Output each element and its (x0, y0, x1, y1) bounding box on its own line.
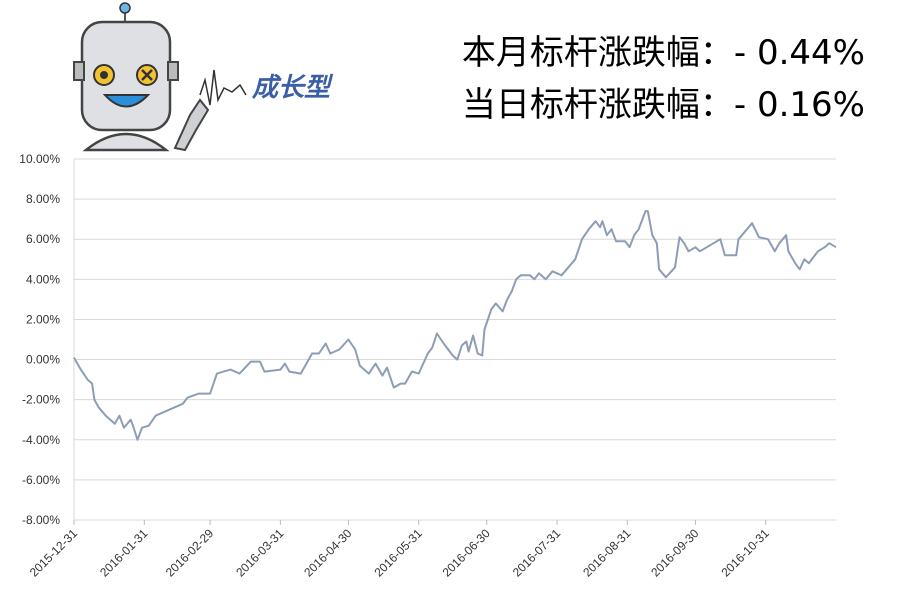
annotation: 本月标杆涨跌幅：- 0.44% (462, 33, 865, 73)
x-tick-label: 2016-05-31 (372, 526, 426, 580)
x-tick-label: 2016-02-29 (163, 526, 217, 580)
x-tick-label: 2016-10-31 (719, 526, 773, 580)
y-tick-label: -6.00% (22, 473, 60, 487)
logo: 成长型 (251, 72, 334, 102)
y-tick-label: 10.00% (19, 152, 60, 166)
x-tick-label: 2016-06-30 (440, 526, 494, 580)
x-tick-label: 2016-01-31 (97, 526, 151, 580)
x-tick-label: 2016-04-30 (301, 526, 355, 580)
x-tick-label: 2015-12-31 (27, 526, 81, 580)
y-tick-label: -8.00% (22, 513, 60, 527)
x-tick-label: 2016-03-31 (233, 526, 287, 580)
x-tick-label: 2016-07-31 (510, 526, 564, 580)
y-tick-label: 4.00% (26, 272, 60, 286)
y-tick-label: 0.00% (26, 353, 60, 367)
y-tick-label: -4.00% (22, 433, 60, 447)
robot-illustration (73, 2, 247, 152)
y-tick-label: 2.00% (26, 312, 60, 326)
x-tick-label: 2016-08-31 (580, 526, 634, 580)
x-tick-label: 2016-09-30 (648, 526, 702, 580)
data-line (73, 210, 837, 441)
annotation: 当日标杆涨跌幅：- 0.16% (462, 85, 865, 125)
y-tick-label: 8.00% (26, 192, 60, 206)
y-tick-label: -2.00% (22, 393, 60, 407)
y-tick-label: 6.00% (26, 232, 60, 246)
